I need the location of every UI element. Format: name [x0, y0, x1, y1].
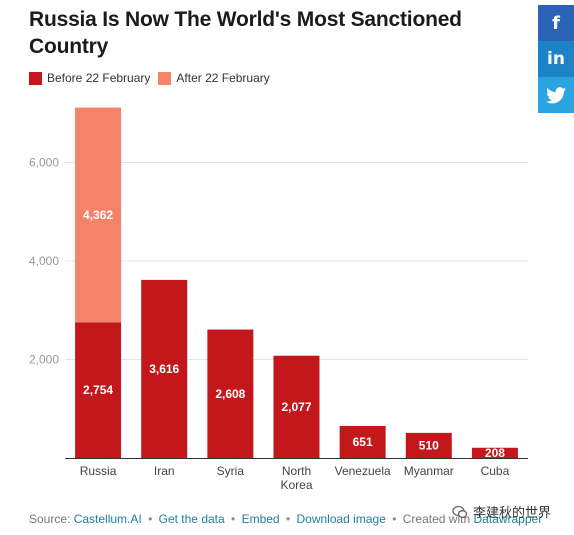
bar-before	[471, 447, 518, 458]
chart-title: Russia Is Now The World's Most Sanctione…	[29, 8, 462, 58]
chart-footer: Source: Castellum.AI • Get the data • Em…	[29, 512, 542, 526]
x-tick-label: Iran	[154, 464, 175, 478]
bar-before	[75, 322, 122, 458]
x-tick-label: Syria	[217, 464, 245, 478]
source-link[interactable]: Castellum.AI	[73, 512, 142, 526]
bar-before	[339, 425, 386, 458]
separator: •	[392, 512, 397, 526]
linkedin-icon: in	[547, 49, 565, 69]
data-label: 651	[353, 435, 373, 449]
bar-before	[207, 329, 254, 458]
watermark-text: 李建秋的世界	[473, 505, 552, 520]
x-tick-label: Russia	[80, 464, 117, 478]
wechat-icon	[452, 505, 468, 518]
data-label: 208	[485, 446, 505, 460]
legend-item-after: After 22 February	[158, 71, 270, 85]
legend-swatch-before	[29, 71, 42, 85]
separator: •	[231, 512, 236, 526]
x-tick-label: North	[282, 464, 311, 478]
bar-after	[75, 107, 122, 323]
get-data-link[interactable]: Get the data	[158, 512, 225, 526]
facebook-share-button[interactable]: f	[538, 5, 574, 41]
data-label: 3,616	[149, 362, 179, 376]
legend: Before 22 February After 22 February	[29, 71, 278, 85]
data-label: 2,754	[83, 383, 113, 397]
twitter-share-button[interactable]	[538, 77, 574, 113]
separator: •	[148, 512, 153, 526]
legend-label-before: Before 22 February	[47, 71, 151, 85]
embed-link[interactable]: Embed	[241, 512, 280, 526]
facebook-icon: f	[552, 12, 560, 34]
bar-before	[141, 279, 188, 458]
legend-swatch-after	[158, 71, 172, 85]
x-tick-label: Myanmar	[404, 464, 454, 478]
bar-before	[405, 432, 452, 458]
datawrapper-link[interactable]: Datawrapper	[473, 512, 543, 526]
y-tick-label: 4,000	[29, 254, 59, 268]
data-label: 4,362	[83, 208, 113, 222]
legend-label-after: After 22 February	[176, 71, 270, 85]
data-label: 2,608	[215, 387, 245, 401]
legend-item-before: Before 22 February	[29, 71, 150, 85]
x-tick-label: Cuba	[481, 464, 510, 478]
twitter-icon	[546, 86, 566, 103]
y-tick-label: 2,000	[29, 353, 59, 367]
separator: •	[285, 512, 291, 526]
data-label: 2,077	[281, 400, 311, 414]
watermark: 李建秋的世界	[452, 502, 551, 521]
linkedin-share-button[interactable]: in	[538, 41, 574, 77]
source-prefix: Source:	[29, 512, 71, 526]
data-label: 510	[419, 438, 439, 452]
bar-before	[273, 355, 320, 458]
y-tick-label: 6,000	[29, 156, 59, 170]
download-image-link[interactable]: Download image	[296, 512, 386, 526]
x-tick-label: Korea	[280, 478, 312, 492]
x-tick-label: Venezuela	[335, 464, 391, 478]
created-with-prefix: Created with	[402, 512, 471, 526]
